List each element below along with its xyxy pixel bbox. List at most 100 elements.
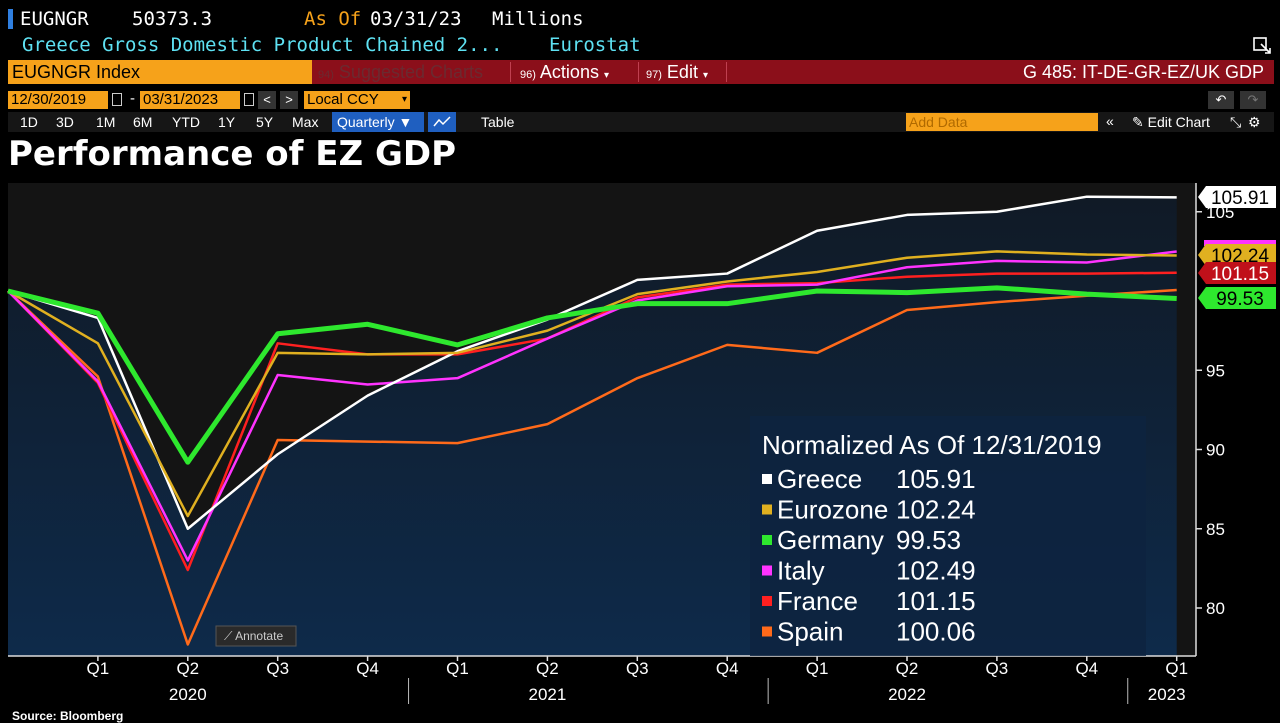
line-chart-icon[interactable]: [428, 112, 456, 132]
x-tick-label: Q4: [716, 659, 739, 678]
start-date-value: 12/30/2019: [11, 91, 87, 108]
italy-value-marker: [1204, 240, 1276, 246]
undo-icon[interactable]: ↶: [1208, 91, 1234, 109]
previous-period-button[interactable]: <: [258, 91, 276, 109]
menu-divider: [638, 62, 639, 82]
as-of-date: 03/31/23: [370, 8, 462, 30]
popout-icon[interactable]: [1252, 34, 1274, 56]
range-1d-button[interactable]: 1D: [20, 114, 38, 130]
units-label: Millions: [492, 8, 584, 30]
legend-series-name: Greece: [777, 464, 862, 494]
range-toolbar: 1D 3D 1M 6M YTD 1Y 5Y Max Quarterly ▼ Ta…: [8, 112, 1274, 132]
range-5y-button[interactable]: 5Y: [256, 114, 274, 130]
y-tick-label: 95: [1206, 361, 1225, 380]
calendar-icon[interactable]: [112, 93, 122, 106]
legend-series-value: 101.15: [896, 586, 976, 616]
legend-series-value: 102.24: [896, 495, 976, 525]
range-3d-button[interactable]: 3D: [56, 114, 74, 130]
legend-box: [750, 416, 1146, 656]
x-tick-label: Q3: [626, 659, 649, 678]
edit-chart-label: Edit Chart: [1147, 114, 1210, 130]
germany-value-tag: [1198, 287, 1276, 309]
edit-number: 97): [646, 69, 662, 81]
range-1y-button[interactable]: 1Y: [218, 114, 236, 130]
range-ytd-button[interactable]: YTD: [172, 114, 200, 130]
calendar-icon[interactable]: [244, 93, 254, 106]
x-tick-label: Q3: [986, 659, 1009, 678]
edit-chart-button[interactable]: ✎ Edit Chart: [1132, 114, 1210, 131]
eurozone-value-label: 102.24: [1211, 246, 1270, 267]
currency-value: Local CCY: [307, 91, 379, 108]
security-header: EUGNGR 50373.3 As Of 03/31/23 Millions: [0, 6, 1280, 32]
year-label: 2021: [528, 685, 566, 704]
next-period-button[interactable]: >: [280, 91, 298, 109]
legend-swatch: [762, 504, 772, 515]
range-1m-button[interactable]: 1M: [96, 114, 116, 130]
end-date-value: 03/31/2023: [143, 91, 219, 108]
security-field[interactable]: EUGNGR Index: [8, 60, 312, 84]
annotate-label: ⟋ Annotate: [224, 629, 283, 643]
edit-menu[interactable]: 97) Edit ▾: [646, 60, 708, 84]
actions-menu[interactable]: 96) Actions ▾: [520, 60, 609, 84]
range-max-button[interactable]: Max: [292, 114, 319, 130]
last-value: 50373.3: [132, 8, 213, 30]
chart-code: G 485: IT-DE-GR-EZ/UK GDP: [1022, 62, 1264, 82]
as-of-label: As Of: [304, 8, 362, 30]
legend-swatch: [762, 535, 772, 545]
menu-divider: [726, 62, 727, 82]
x-tick-label: Q2: [536, 659, 559, 678]
germany-series-line: [7, 285, 1177, 465]
legend-series-value: 99.53: [896, 525, 961, 555]
currency-select[interactable]: Local CCY ▾: [304, 91, 410, 109]
legend-series-value: 105.91: [896, 464, 976, 494]
x-tick-label: Q4: [1075, 659, 1098, 678]
legend-series-name: Italy: [777, 556, 825, 586]
start-date-field[interactable]: 12/30/2019: [8, 91, 108, 109]
legend-swatch: [762, 596, 772, 606]
frequency-select[interactable]: Quarterly ▼: [332, 112, 424, 132]
end-date-field[interactable]: 03/31/2023: [140, 91, 240, 109]
resize-icon[interactable]: ⤡: [1230, 114, 1242, 130]
security-description: Greece Gross Domestic Product Chained 2.…: [22, 34, 503, 56]
suggested-charts-menu[interactable]: 94) Suggested Charts: [318, 60, 483, 84]
legend-series-name: Spain: [777, 617, 844, 647]
redo-icon[interactable]: ↷: [1240, 91, 1266, 109]
year-label: 2023: [1148, 685, 1186, 704]
legend-series-value: 102.49: [896, 556, 976, 586]
data-source: Eurostat: [549, 34, 641, 56]
add-data-input[interactable]: Add Data: [906, 113, 1098, 131]
year-label: 2022: [888, 685, 926, 704]
date-controls: 12/30/2019 - 03/31/2023 < > Local CCY ▾ …: [8, 90, 1274, 110]
spain-series-line: [7, 288, 1177, 646]
italy-series-line: [7, 250, 1177, 562]
edit-caret-icon: ▾: [702, 70, 708, 81]
description-row: Greece Gross Domestic Product Chained 2.…: [0, 34, 1280, 56]
greece-value-label: 105.91: [1211, 188, 1269, 209]
currency-caret-icon: ▾: [401, 94, 407, 105]
annotate-button[interactable]: [215, 625, 297, 647]
france-value-tag: [1198, 262, 1276, 284]
table-button[interactable]: Table: [481, 114, 515, 130]
france-value-label: 101.15: [1211, 264, 1269, 285]
actions-number: 96): [520, 69, 536, 81]
range-6m-button[interactable]: 6M: [133, 114, 153, 130]
edit-label: Edit: [666, 62, 698, 82]
gear-icon[interactable]: ⚙: [1248, 114, 1261, 130]
selection-marker: [8, 9, 13, 29]
x-tick-label: Q1: [87, 659, 110, 678]
legend-series-value: 100.06: [896, 617, 976, 647]
year-label: 2020: [169, 685, 207, 704]
x-tick-label: Q1: [806, 659, 829, 678]
actions-label: Actions: [539, 62, 599, 82]
x-tick-label: Q2: [896, 659, 919, 678]
collapse-icon[interactable]: «: [1106, 113, 1114, 129]
suggested-charts-label: Suggested Charts: [338, 62, 484, 82]
x-tick-label: Q2: [176, 659, 199, 678]
legend-swatch: [762, 474, 772, 484]
legend-swatch: [762, 565, 772, 576]
legend-series-name: Eurozone: [777, 495, 888, 525]
greece-value-tag: [1198, 186, 1276, 208]
greece-series-line: [7, 195, 1177, 530]
frequency-value: Quarterly ▼: [337, 114, 413, 130]
legend-series-name: France: [777, 586, 858, 616]
